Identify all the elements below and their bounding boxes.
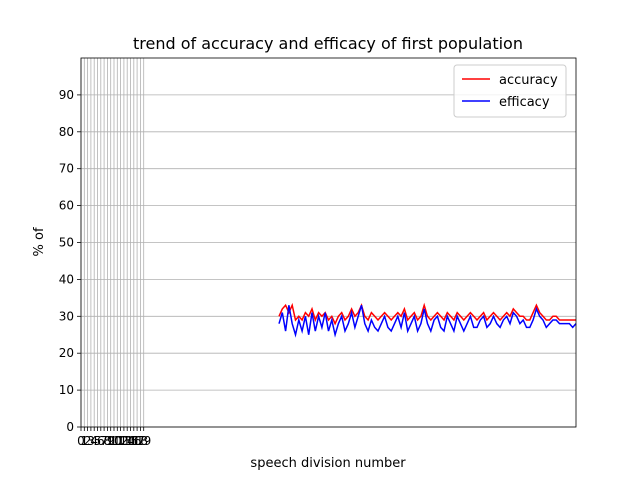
legend-box xyxy=(453,64,567,118)
legend: accuracy efficacy xyxy=(453,64,567,118)
x-tick-label: 16 xyxy=(126,434,141,448)
x-tick-label: 7 xyxy=(100,434,108,448)
x-tick-label: 10 xyxy=(106,434,121,448)
x-tick-label: 5 xyxy=(94,434,102,448)
x-tick-label: 0 xyxy=(77,434,85,448)
y-tick-label: 10 xyxy=(59,383,74,397)
y-tick-label: 90 xyxy=(59,88,74,102)
x-tick-label: 18 xyxy=(133,434,148,448)
line-series xyxy=(278,305,577,338)
y-tick-label: 40 xyxy=(59,272,74,286)
x-tick-label: 6 xyxy=(97,434,105,448)
y-tick-label: 80 xyxy=(59,125,74,139)
x-tick-label: 9 xyxy=(107,434,115,448)
x-tick-label: 15 xyxy=(123,434,138,448)
chart-title: trend of accuracy and efficacy of first … xyxy=(133,34,523,53)
y-tick-label: 70 xyxy=(59,162,74,176)
x-tick-label: 19 xyxy=(136,434,151,448)
y-axis-label: % of xyxy=(32,227,47,256)
line-series xyxy=(278,302,576,326)
legend-label: efficacy xyxy=(499,95,550,110)
legend-label: accuracy xyxy=(499,73,558,88)
x-tick-label: 3 xyxy=(87,434,95,448)
x-tick-label: 17 xyxy=(129,434,144,448)
y-tick-label: 50 xyxy=(59,236,74,250)
x-tick-label: 12 xyxy=(113,434,128,448)
x-tick-label: 4 xyxy=(90,434,98,448)
x-tick-label: 1 xyxy=(80,434,88,448)
y-tick-label: 30 xyxy=(59,309,74,323)
x-tick-label: 11 xyxy=(110,434,125,448)
x-axis-label: speech division number xyxy=(250,456,406,471)
y-tick-label: 60 xyxy=(59,199,74,213)
plot-frame xyxy=(80,57,577,428)
y-tick-label: 0 xyxy=(66,420,74,434)
x-tick-label: 13 xyxy=(116,434,131,448)
x-tick-label: 8 xyxy=(104,434,112,448)
y-tick-label: 20 xyxy=(59,346,74,360)
x-tick-label: 14 xyxy=(120,434,135,448)
x-tick-label: 2 xyxy=(84,434,92,448)
